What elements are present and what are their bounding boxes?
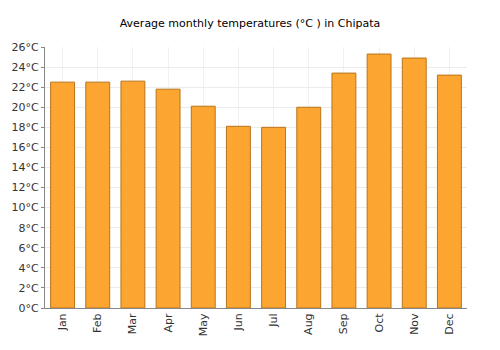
svg-text:6°C: 6°C <box>19 242 39 255</box>
svg-text:22°C: 22°C <box>12 81 39 94</box>
svg-text:Jan: Jan <box>56 313 69 331</box>
svg-text:16°C: 16°C <box>12 141 39 154</box>
svg-text:Oct: Oct <box>373 313 386 333</box>
svg-text:20°C: 20°C <box>12 101 39 114</box>
svg-text:Feb: Feb <box>91 313 104 332</box>
svg-text:Nov: Nov <box>408 313 421 335</box>
svg-text:Sep: Sep <box>337 313 350 334</box>
svg-text:8°C: 8°C <box>19 222 39 235</box>
svg-text:Aug: Aug <box>302 313 315 334</box>
svg-text:2°C: 2°C <box>19 282 39 295</box>
svg-text:May: May <box>197 313 210 336</box>
svg-text:14°C: 14°C <box>12 161 39 174</box>
svg-text:10°C: 10°C <box>12 201 39 214</box>
svg-text:0°C: 0°C <box>19 302 39 315</box>
svg-text:18°C: 18°C <box>12 121 39 134</box>
svg-text:Jul: Jul <box>267 313 280 327</box>
svg-text:26°C: 26°C <box>12 41 39 54</box>
svg-text:24°C: 24°C <box>12 61 39 74</box>
svg-text:Mar: Mar <box>126 313 139 334</box>
svg-text:4°C: 4°C <box>19 262 39 275</box>
svg-text:Jun: Jun <box>232 313 245 331</box>
svg-text:12°C: 12°C <box>12 181 39 194</box>
svg-text:Dec: Dec <box>443 313 456 334</box>
svg-text:Average monthly temperatures (: Average monthly temperatures (°C ) in Ch… <box>120 17 381 30</box>
svg-text:Apr: Apr <box>162 313 175 333</box>
